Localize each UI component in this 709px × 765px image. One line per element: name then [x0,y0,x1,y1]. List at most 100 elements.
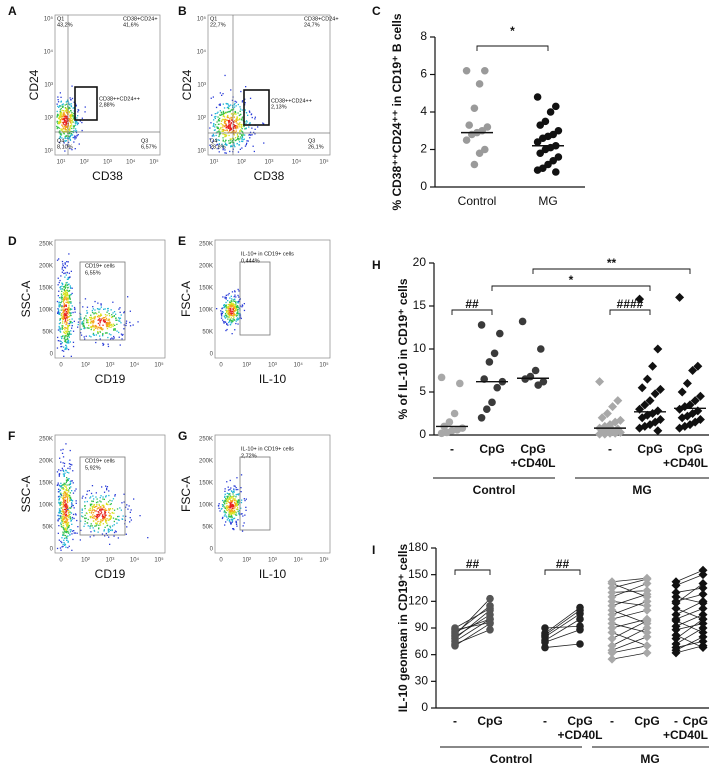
event-dot [63,471,64,472]
event-dot [69,468,70,469]
event-dot [232,528,233,529]
event-dot [229,130,230,131]
event-dot [262,123,263,124]
event-dot [244,515,245,516]
data-point [488,399,496,407]
event-dot [102,505,103,506]
event-dot [59,128,60,129]
event-dot [90,315,91,316]
event-dot [215,113,216,114]
event-dot [102,334,103,335]
event-dot [62,468,63,469]
event-dot [67,498,68,499]
x-tick-label: 10³ [268,558,277,564]
event-dot [106,510,107,511]
event-dot [96,326,97,327]
event-dot [213,134,214,135]
event-dot [67,507,68,508]
event-dot [244,128,245,129]
event-dot [63,511,64,512]
event-dot [230,503,231,504]
event-dot [110,518,111,519]
event-dot [61,542,62,543]
event-dot [61,294,62,295]
event-dot [63,328,64,329]
event-dot [99,515,100,516]
event-dot [231,496,232,497]
gate-label: 24,7% [304,22,320,28]
x-tick-label: CpG [477,714,502,728]
event-dot [63,503,64,504]
event-dot [68,517,69,518]
data-point [486,358,494,366]
data-point [675,293,684,302]
event-dot [219,151,220,152]
event-dot [213,96,214,97]
event-dot [251,134,252,135]
significance-label: * [510,24,515,38]
x-axis-label: IL-10 [259,567,287,581]
y-tick-label: 0 [50,547,54,553]
gate-label: 28,8% [210,144,226,150]
event-dot [236,130,237,131]
event-dot [232,321,233,322]
event-dot [60,109,61,110]
event-dot [231,317,232,318]
event-dot [231,306,232,307]
event-dot [58,483,59,484]
event-dot [108,490,109,491]
event-dot [112,508,113,509]
event-dot [88,325,89,326]
event-dot [219,503,220,504]
pair-line [455,630,490,644]
event-dot [62,534,63,535]
event-dot [248,126,249,127]
event-dot [62,514,63,515]
event-dot [103,319,104,320]
event-dot [234,518,235,519]
x-axis-label: CD38 [92,169,123,183]
event-dot [235,101,236,102]
event-dot [227,111,228,112]
event-dot [59,326,60,327]
event-dot [57,114,58,115]
event-dot [71,356,72,357]
event-dot [75,488,76,489]
data-point [483,405,491,413]
event-dot [92,318,93,319]
event-dot [66,477,67,478]
event-dot [230,522,231,523]
event-dot [222,506,223,507]
event-dot [57,312,58,313]
event-dot [223,119,224,120]
event-dot [237,489,238,490]
event-dot [110,327,111,328]
event-dot [101,327,102,328]
event-dot [229,513,230,514]
event-dot [89,490,90,491]
event-dot [237,519,238,520]
event-dot [225,313,226,314]
data-point [493,384,501,392]
event-dot [70,110,71,111]
event-dot [112,338,113,339]
event-dot [86,322,87,323]
event-dot [222,93,223,94]
event-dot [66,317,67,318]
event-dot [64,329,65,330]
event-dot [106,503,107,504]
event-dot [114,316,115,317]
event-dot [68,310,69,311]
event-dot [239,124,240,125]
event-dot [228,140,229,141]
event-dot [67,338,68,339]
event-dot [97,327,98,328]
event-dot [112,302,113,303]
event-dot [64,543,65,544]
event-dot [226,307,227,308]
x-tick-label: 10¹ [57,160,66,166]
event-dot [115,530,116,531]
event-dot [236,319,237,320]
event-dot [61,291,62,292]
